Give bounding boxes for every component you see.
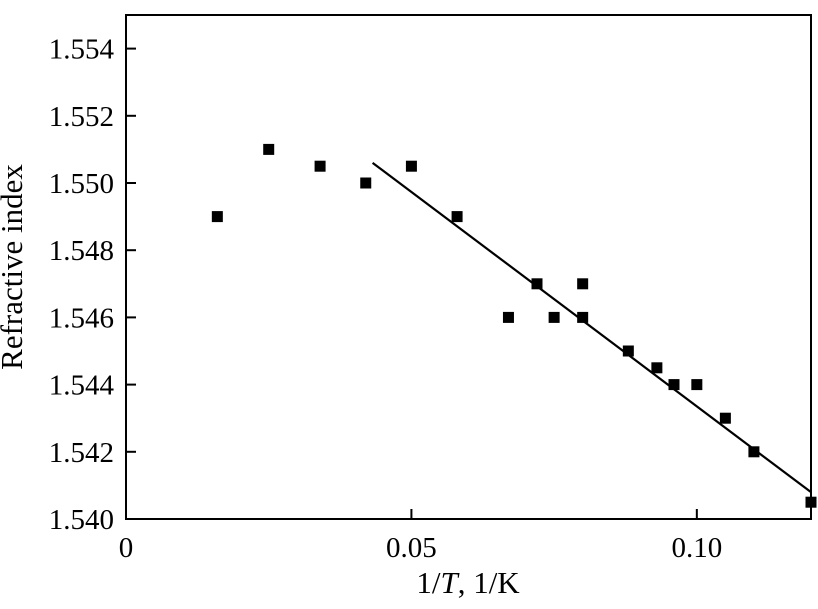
data-point: [805, 496, 817, 508]
plot-frame: [125, 14, 812, 520]
data-point: [622, 345, 634, 357]
data-point: [548, 311, 560, 323]
x-tick-label: 0: [119, 532, 134, 564]
y-tick-label: 1.552: [49, 101, 114, 133]
y-tick-label: 1.542: [49, 437, 114, 469]
data-point: [405, 160, 417, 172]
y-tick-label: 1.554: [49, 34, 115, 66]
y-tick-label: 1.544: [49, 370, 115, 402]
x-tick-label: 0.05: [386, 532, 437, 564]
x-tick-label: 0.10: [671, 532, 722, 564]
fit-line-group: [371, 161, 812, 493]
data-point: [719, 412, 731, 424]
y-tick-label: 1.550: [49, 168, 114, 200]
data-point: [360, 177, 372, 189]
x-axis-title: 1/T, 1/K: [416, 565, 520, 600]
data-point: [263, 143, 275, 155]
fit-line: [371, 161, 812, 493]
x-axis-ticks: 0 0.05 0.10: [119, 509, 722, 564]
y-tick-label: 1.540: [49, 504, 114, 536]
data-point: [314, 160, 326, 172]
data-point: [211, 211, 223, 223]
data-point: [668, 379, 680, 391]
data-point: [531, 278, 543, 290]
data-point: [691, 379, 703, 391]
y-axis-title: Refractive index: [0, 164, 29, 370]
data-point: [748, 446, 760, 458]
data-point: [451, 211, 463, 223]
data-point: [577, 311, 589, 323]
data-points: [211, 143, 817, 508]
data-point: [577, 278, 589, 290]
y-tick-label: 1.548: [49, 235, 114, 267]
data-point: [502, 311, 514, 323]
y-axis-ticks: 1.540 1.542 1.544 1.546 1.548 1.550 1.552 1.554: [49, 34, 136, 536]
y-tick-label: 1.546: [49, 302, 114, 334]
data-point: [651, 362, 663, 374]
